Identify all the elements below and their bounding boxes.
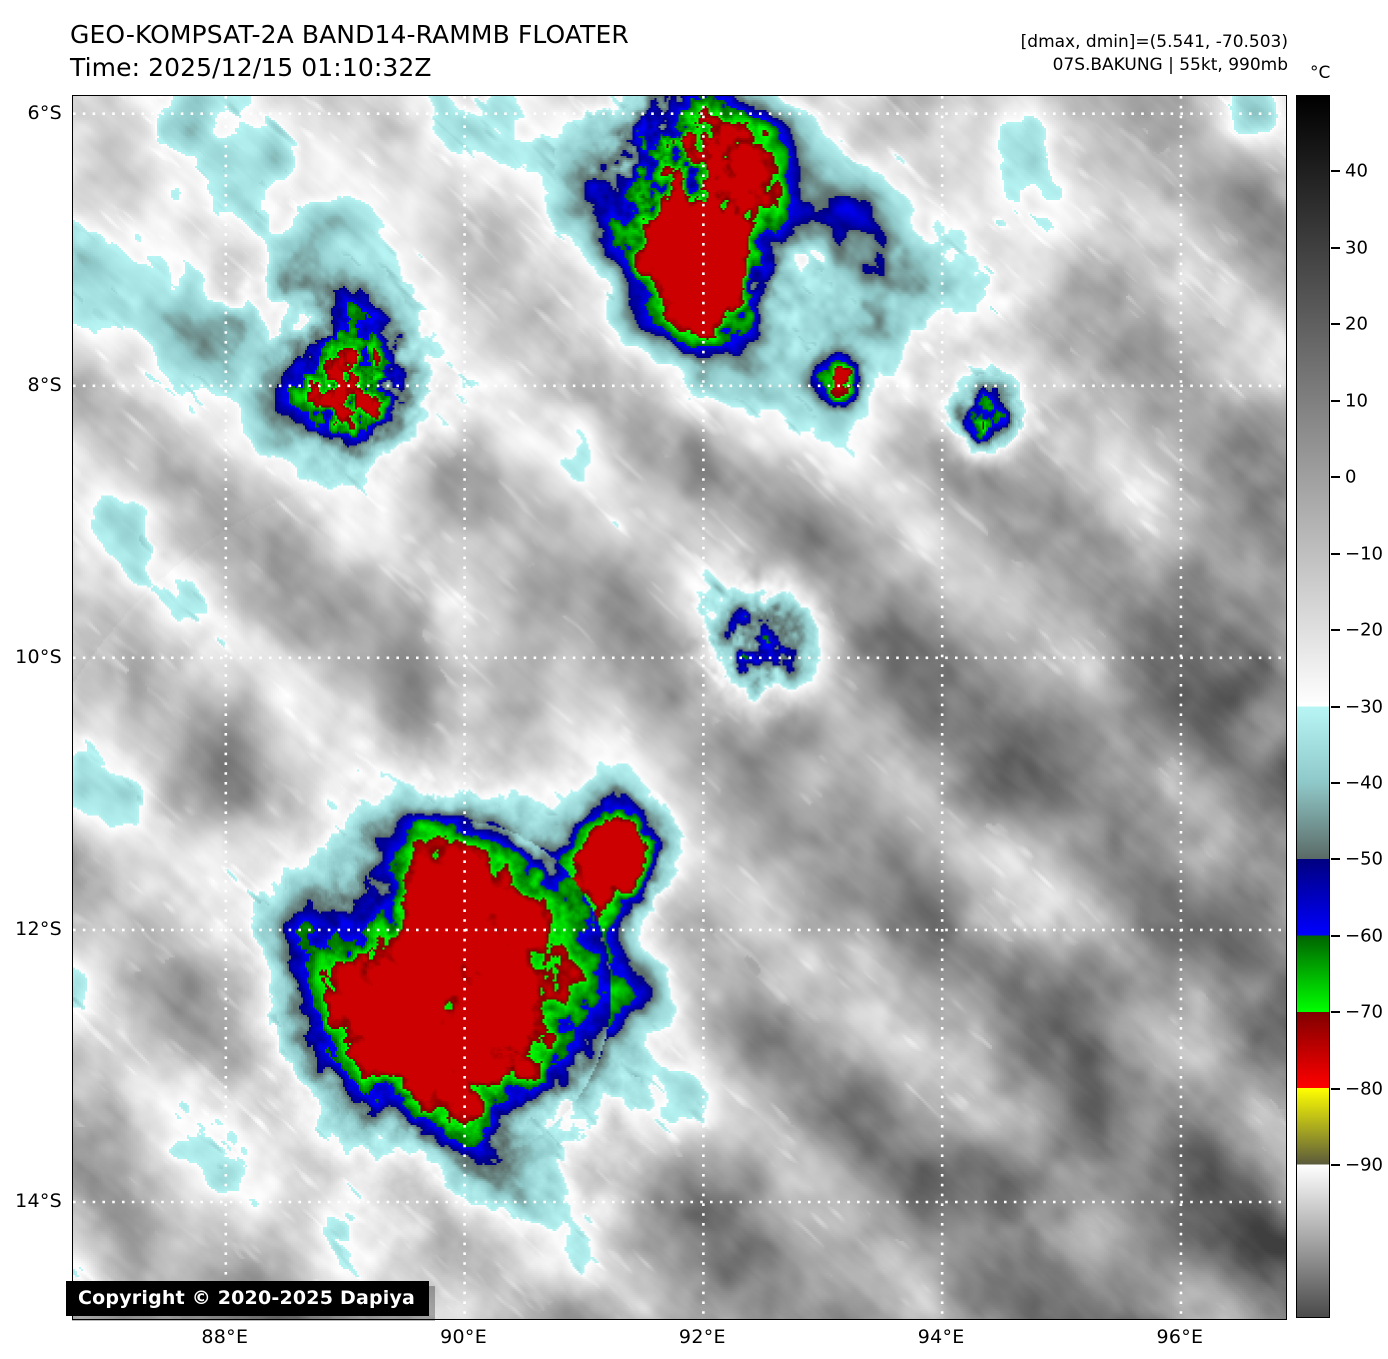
- lon-tick-label: 92°E: [678, 1326, 726, 1348]
- colorbar-tick-label: 30: [1345, 237, 1368, 259]
- colorbar-tick-label: −80: [1345, 1078, 1383, 1100]
- colorbar-tick-label: 20: [1345, 313, 1368, 335]
- lat-tick-label: 10°S: [15, 645, 62, 668]
- colorbar-tick-mark: [1331, 934, 1340, 937]
- colorbar-tick-label: −70: [1345, 1001, 1383, 1023]
- colorbar-tick-label: −30: [1345, 696, 1383, 717]
- lon-tick-label: 96°E: [1156, 1326, 1204, 1348]
- lon-tick-label: 90°E: [440, 1326, 488, 1348]
- colorbar-tick-mark: [1331, 1087, 1340, 1090]
- lon-tick-label: 88°E: [201, 1326, 249, 1348]
- colorbar-tick-mark: [1331, 705, 1340, 708]
- colorbar-tick-mark: [1331, 1011, 1340, 1014]
- satellite-image-plot[interactable]: [72, 95, 1287, 1320]
- colorbar-tick-label: 10: [1345, 390, 1368, 412]
- lat-tick-label: 8°S: [27, 373, 62, 396]
- colorbar: [1296, 95, 1330, 1318]
- colorbar-tick-mark: [1331, 246, 1340, 249]
- dmax-dmin-readout: [dmax, dmin]=(5.541, -70.503): [1020, 32, 1288, 52]
- storm-info: 07S.BAKUNG | 55kt, 990mb: [1052, 54, 1288, 75]
- copyright-banner: Copyright © 2020-2025 Dapiya: [66, 1281, 430, 1316]
- colorbar-tick-label: −50: [1345, 848, 1383, 870]
- timestamp: Time: 2025/12/15 01:10:32Z: [70, 53, 432, 82]
- colorbar-unit-label: °C: [1310, 63, 1331, 83]
- lat-tick-label: 6°S: [27, 101, 62, 124]
- colorbar-tick-label: −40: [1345, 772, 1383, 794]
- colorbar-tick-mark: [1331, 170, 1340, 173]
- colorbar-tick-label: −60: [1345, 925, 1383, 947]
- colorbar-tick-mark: [1331, 629, 1340, 632]
- colorbar-tick-mark: [1331, 476, 1340, 479]
- header-left: GEO-KOMPSAT-2A BAND14-RAMMB FLOATER Time…: [70, 18, 629, 84]
- lat-tick-label: 14°S: [15, 1190, 62, 1212]
- colorbar-tick-label: 40: [1345, 160, 1368, 182]
- colorbar-tick-mark: [1331, 399, 1340, 402]
- colorbar-tick-label: 0: [1345, 466, 1357, 488]
- lon-tick-label: 94°E: [917, 1326, 965, 1348]
- colorbar-tick-mark: [1331, 781, 1340, 784]
- colorbar-tick-label: −10: [1345, 543, 1383, 565]
- infrared-imagery: [73, 96, 1286, 1319]
- header-right: [dmax, dmin]=(5.541, -70.503) 07S.BAKUNG…: [1021, 31, 1288, 77]
- lat-tick-label: 12°S: [15, 917, 62, 940]
- colorbar-tick-mark: [1331, 858, 1340, 861]
- page-title: GEO-KOMPSAT-2A BAND14-RAMMB FLOATER: [70, 20, 629, 49]
- colorbar-tick-label: −20: [1345, 619, 1383, 641]
- colorbar-tick-label: −90: [1345, 1154, 1383, 1176]
- colorbar-tick-mark: [1331, 323, 1340, 326]
- colorbar-gradient: [1296, 95, 1330, 1318]
- colorbar-tick-mark: [1331, 552, 1340, 555]
- colorbar-tick-mark: [1331, 1164, 1340, 1167]
